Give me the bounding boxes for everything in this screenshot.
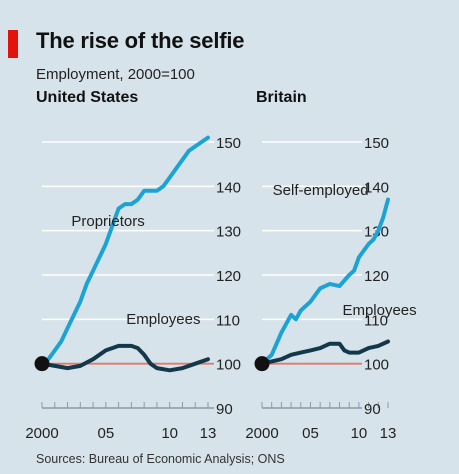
- y-tick-label-united-states: 110: [216, 312, 240, 329]
- y-tick-label-britain: 100: [364, 357, 389, 374]
- x-tick-label-britain: 13: [380, 425, 397, 442]
- series-line-self-employed-britain: [260, 197, 390, 366]
- start-point-marker-britain: [254, 356, 270, 372]
- series-line-proprietors-united-states: [40, 135, 210, 366]
- series-label-employees-britain: Employees: [342, 302, 416, 319]
- y-tick-label-britain: 140: [364, 179, 389, 196]
- y-tick-label-united-states: 120: [216, 268, 241, 285]
- x-tick-label-britain: 05: [302, 425, 319, 442]
- y-tick-label-united-states: 130: [216, 224, 241, 241]
- y-tick-label-united-states: 140: [216, 179, 241, 196]
- source-note: Sources: Bureau of Economic Analysis; ON…: [36, 452, 285, 466]
- x-tick-label-united-states: 2000: [25, 425, 58, 442]
- y-tick-label-britain: 120: [364, 268, 389, 285]
- series-line-employees-britain: [260, 339, 390, 366]
- y-tick-label-united-states: 90: [216, 401, 233, 418]
- series-label-proprietors-united-states: Proprietors: [71, 213, 144, 230]
- chart-title: The rise of the selfie: [36, 28, 245, 53]
- x-tick-label-united-states: 05: [98, 425, 115, 442]
- y-tick-label-britain: 110: [364, 312, 388, 329]
- y-tick-label-united-states: 150: [216, 135, 241, 152]
- accent-bar: [8, 30, 18, 58]
- x-tick-label-britain: 2000: [245, 425, 278, 442]
- x-tick-label-united-states: 13: [200, 425, 217, 442]
- start-point-marker-united-states: [34, 356, 50, 372]
- chart-subtitle: Employment, 2000=100: [36, 66, 195, 83]
- series-line-employees-united-states: [40, 343, 210, 373]
- series-label-employees-united-states: Employees: [126, 311, 200, 328]
- series-label-self-employed-britain: Self-employed: [273, 182, 369, 199]
- panel-title-united-states: United States: [36, 89, 139, 106]
- y-tick-label-united-states: 100: [216, 357, 241, 374]
- panel-title-britain: Britain: [256, 89, 307, 106]
- x-tick-label-britain: 10: [351, 425, 368, 442]
- x-tick-label-united-states: 10: [161, 425, 178, 442]
- y-tick-label-britain: 90: [364, 401, 381, 418]
- y-tick-label-britain: 150: [364, 135, 389, 152]
